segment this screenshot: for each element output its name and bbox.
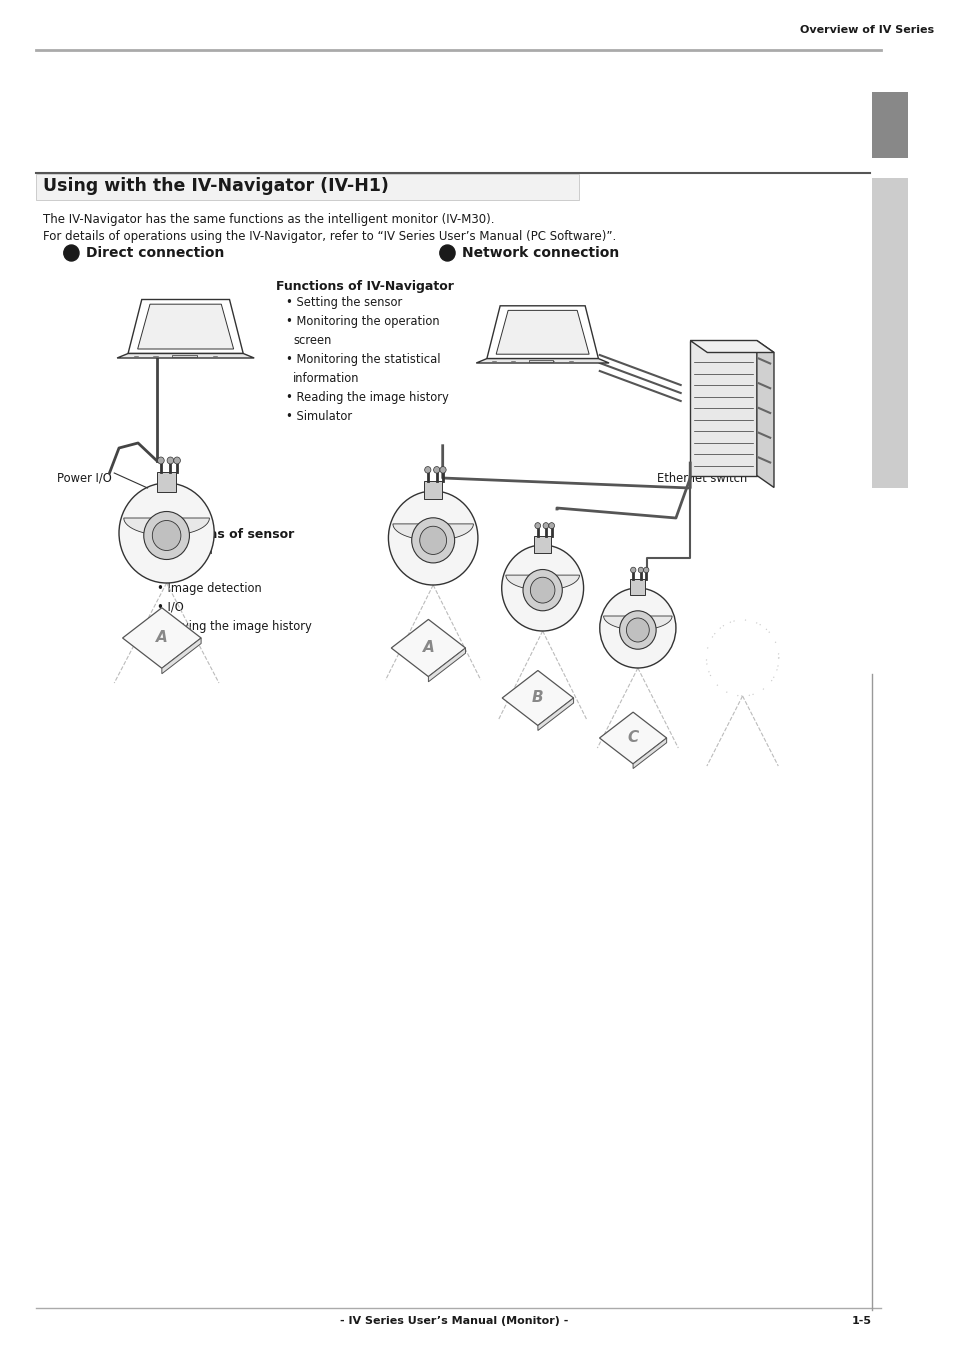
- Circle shape: [119, 483, 214, 582]
- Text: Power I/O: Power I/O: [57, 472, 112, 484]
- FancyBboxPatch shape: [424, 481, 441, 500]
- Text: 1: 1: [881, 113, 898, 137]
- Circle shape: [548, 523, 554, 528]
- Circle shape: [64, 245, 79, 262]
- Circle shape: [530, 577, 555, 603]
- Polygon shape: [476, 359, 608, 363]
- Text: information: information: [293, 372, 359, 386]
- Text: For details of operations using the IV-Navigator, refer to “IV Series User’s Man: For details of operations using the IV-N…: [43, 231, 616, 243]
- Text: • Monitoring the operation: • Monitoring the operation: [285, 315, 438, 328]
- Circle shape: [638, 568, 643, 573]
- FancyBboxPatch shape: [630, 580, 645, 596]
- Text: Getting Started: Getting Started: [884, 293, 894, 373]
- Polygon shape: [756, 341, 773, 488]
- Text: • Reading the image history: • Reading the image history: [285, 391, 448, 404]
- Text: - IV Series User’s Manual (Monitor) -: - IV Series User’s Manual (Monitor) -: [339, 1316, 568, 1326]
- Polygon shape: [633, 737, 666, 768]
- Polygon shape: [689, 341, 773, 352]
- Circle shape: [439, 245, 455, 262]
- Circle shape: [388, 491, 477, 585]
- FancyBboxPatch shape: [871, 92, 907, 158]
- Circle shape: [439, 466, 446, 473]
- Circle shape: [419, 526, 446, 554]
- Text: Ethernet switch: Ethernet switch: [657, 472, 746, 484]
- Text: • Simulator: • Simulator: [285, 410, 352, 423]
- FancyBboxPatch shape: [871, 178, 907, 488]
- Text: • Image detection: • Image detection: [157, 582, 261, 594]
- Polygon shape: [117, 353, 253, 359]
- Circle shape: [173, 457, 180, 464]
- Text: 1-5: 1-5: [851, 1316, 871, 1326]
- Text: Overview of IV Series: Overview of IV Series: [799, 26, 933, 35]
- Text: • Light: • Light: [157, 563, 196, 576]
- Circle shape: [144, 511, 190, 559]
- Circle shape: [157, 457, 164, 464]
- Text: A: A: [422, 640, 434, 655]
- Polygon shape: [537, 698, 573, 731]
- Circle shape: [152, 520, 181, 550]
- Text: The IV-Navigator has the same functions as the intelligent monitor (IV-M30).: The IV-Navigator has the same functions …: [43, 213, 494, 226]
- Circle shape: [501, 545, 583, 631]
- Polygon shape: [391, 619, 465, 677]
- Polygon shape: [598, 712, 666, 764]
- Circle shape: [535, 523, 540, 528]
- Polygon shape: [124, 518, 210, 535]
- Text: • Setting the sensor: • Setting the sensor: [285, 297, 401, 309]
- Text: • Camera: • Camera: [157, 545, 213, 557]
- Circle shape: [618, 611, 656, 650]
- Text: Functions of sensor: Functions of sensor: [157, 528, 294, 541]
- FancyBboxPatch shape: [529, 360, 553, 363]
- Polygon shape: [137, 305, 233, 349]
- Circle shape: [522, 569, 561, 611]
- FancyBboxPatch shape: [689, 341, 756, 476]
- Text: • Saving the image history: • Saving the image history: [157, 620, 312, 634]
- Circle shape: [434, 466, 439, 473]
- Polygon shape: [496, 310, 589, 355]
- Circle shape: [630, 568, 636, 573]
- FancyBboxPatch shape: [172, 355, 196, 357]
- Polygon shape: [428, 648, 465, 682]
- Circle shape: [599, 588, 676, 669]
- Polygon shape: [122, 608, 201, 669]
- Text: A: A: [155, 631, 168, 646]
- Text: Using with the IV-Navigator (IV-H1): Using with the IV-Navigator (IV-H1): [43, 177, 388, 195]
- Circle shape: [424, 466, 431, 473]
- FancyBboxPatch shape: [36, 174, 578, 200]
- Text: screen: screen: [293, 334, 332, 346]
- Circle shape: [167, 457, 173, 464]
- FancyBboxPatch shape: [157, 472, 176, 492]
- Polygon shape: [505, 576, 578, 590]
- Circle shape: [412, 518, 455, 563]
- Text: Direct connection: Direct connection: [86, 245, 224, 260]
- Text: B: B: [532, 690, 543, 705]
- Polygon shape: [162, 638, 201, 674]
- Text: Network connection: Network connection: [461, 245, 618, 260]
- FancyBboxPatch shape: [534, 535, 550, 553]
- Circle shape: [626, 617, 649, 642]
- Polygon shape: [603, 616, 672, 630]
- Polygon shape: [501, 670, 573, 725]
- Circle shape: [542, 523, 548, 528]
- Text: C: C: [627, 731, 639, 745]
- Circle shape: [643, 568, 648, 573]
- Text: • Monitoring the statistical: • Monitoring the statistical: [285, 353, 439, 367]
- Polygon shape: [393, 524, 473, 541]
- Text: Functions of IV-Navigator: Functions of IV-Navigator: [275, 280, 454, 293]
- Text: • I/O: • I/O: [157, 601, 184, 613]
